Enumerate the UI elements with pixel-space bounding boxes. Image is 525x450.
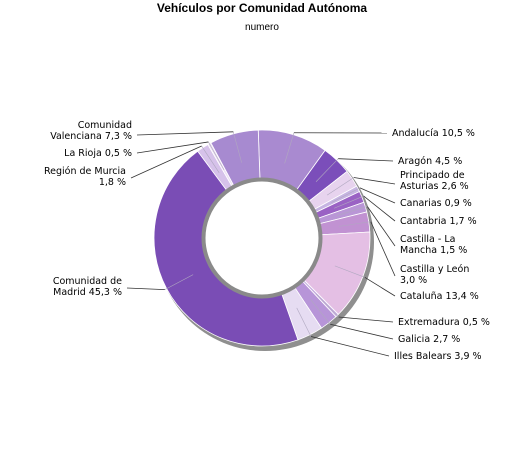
slice-label-line: Illes Balears 3,9 % <box>394 351 482 362</box>
slice-tick <box>333 195 364 209</box>
slice-tick <box>310 299 331 325</box>
slice-label: Aragón 4,5 % <box>398 156 462 167</box>
slice-label-line: Comunidad de <box>53 276 122 287</box>
slice-label-line: 1,8 % <box>99 177 126 188</box>
slice-label: Comunidad Valenciana 7,3 % <box>50 120 132 142</box>
slice-label-line: La Rioja 0,5 % <box>64 148 132 159</box>
slice-label-line: 3,0 % <box>400 275 427 286</box>
leader-line <box>370 221 396 277</box>
slice-tick <box>326 177 355 196</box>
labels-layer: Andalucía 10,5 % Aragón 4,5 % Principado d… <box>44 120 490 362</box>
slice-label-line: Principado de <box>400 170 465 181</box>
slice-tick <box>296 307 312 337</box>
chart-title: Vehículos por Comunidad Autónoma <box>157 1 368 15</box>
slice-tick <box>315 158 339 182</box>
slice-tick <box>208 141 225 171</box>
slice-tick <box>201 145 220 173</box>
slice-label: Extremadura 0,5 % <box>398 317 490 328</box>
slice-tick <box>233 131 242 163</box>
slice-label: Galicia 2,7 % <box>398 334 460 345</box>
slice-tick <box>334 265 365 278</box>
leader-line <box>310 336 390 357</box>
chart-subtitle: numero <box>245 22 279 33</box>
leader-line <box>126 287 165 291</box>
slice-label: Cataluña 13,4 % <box>400 291 479 302</box>
leader-line <box>338 316 394 323</box>
slices-layer <box>153 129 374 351</box>
slice-label-line: Madrid 45,3 % <box>53 287 122 298</box>
slice-label: Canarias 0,9 % <box>400 198 472 209</box>
slice-label-line: Comunidad <box>78 120 132 131</box>
donut-inner-rim <box>201 177 323 299</box>
slice-label: Principado de Asturias 2,6 % <box>400 170 469 192</box>
slice-label: La Rioja 0,5 % <box>64 148 132 159</box>
leader-line <box>353 177 396 185</box>
slice-label: Andalucía 10,5 % <box>392 128 475 139</box>
slice-label-line: Cataluña 13,4 % <box>400 291 479 302</box>
slice-label-line: Cantabria 1,7 % <box>400 216 477 227</box>
slice-label-line: Valenciana 7,3 % <box>50 131 132 142</box>
leader-line <box>364 276 396 297</box>
slice-label-line: Canarias 0,9 % <box>400 198 472 209</box>
slice-label-line: Galicia 2,7 % <box>398 334 460 345</box>
slice-tick <box>284 132 295 164</box>
leader-line <box>338 158 394 162</box>
slice-label: Castilla y León 3,0 % <box>400 264 469 286</box>
leader-line <box>330 323 394 340</box>
slice-tick <box>336 206 368 216</box>
slice-label-line: Andalucía 10,5 % <box>392 128 475 139</box>
slice-tick <box>164 274 194 290</box>
donut-hole <box>206 182 318 294</box>
slice-tick <box>316 293 339 318</box>
slice-tick <box>331 187 361 203</box>
slice-label-line: Asturias 2,6 % <box>400 181 469 192</box>
slice-label-line: Región de Murcia <box>44 166 126 177</box>
slice-tick <box>339 221 371 227</box>
slice-label-line: Aragón 4,5 % <box>398 156 462 167</box>
leader-line <box>359 187 396 204</box>
leader-line <box>136 131 234 136</box>
slice-label-line: Extremadura 0,5 % <box>398 317 490 328</box>
leader-line <box>363 195 396 222</box>
leader-line <box>367 206 396 247</box>
slice-label: Región de Murcia 1,8 % <box>44 166 126 188</box>
slice-label-line: Castilla y León <box>400 264 469 275</box>
slice-label: Illes Balears 3,9 % <box>394 351 482 362</box>
leader-line <box>136 141 209 154</box>
slice-label: Castilla - La Mancha 1,5 % <box>400 234 467 256</box>
slice-label: Comunidad de Madrid 45,3 % <box>53 276 122 298</box>
slice-label: Cantabria 1,7 % <box>400 216 477 227</box>
slice-label-line: Castilla - La <box>400 234 455 245</box>
slice-label-line: Mancha 1,5 % <box>400 245 467 256</box>
leader-line <box>130 145 202 179</box>
